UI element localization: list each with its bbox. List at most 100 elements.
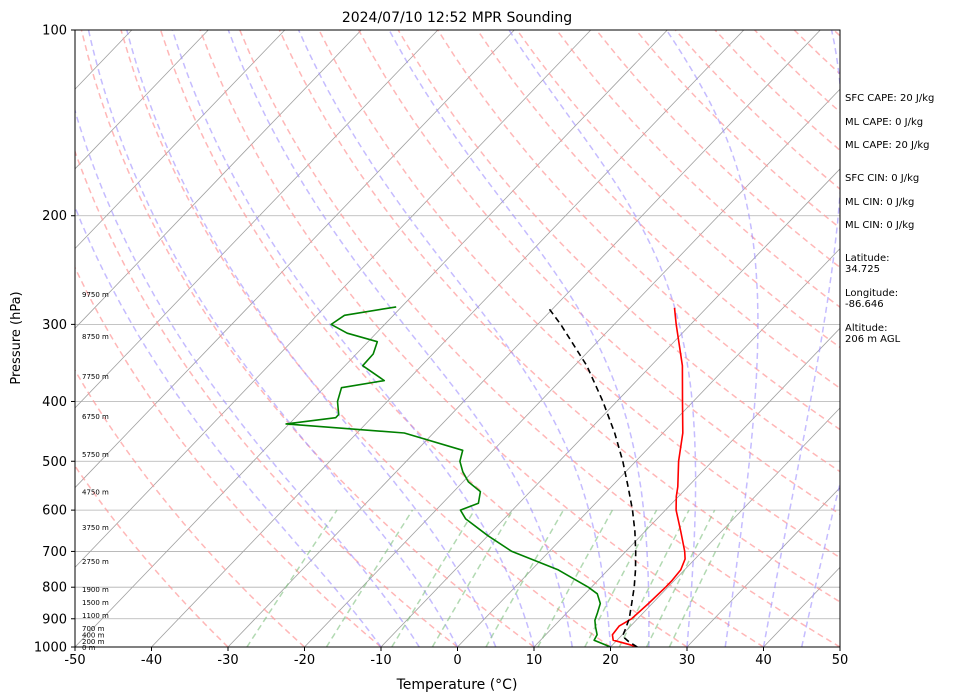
dry-adiabat-line (75, 368, 306, 647)
isotherm-line (533, 327, 840, 647)
mixing-ratio-line (537, 509, 614, 647)
moist-adiabat-line (171, 30, 535, 647)
isotherm-line (75, 30, 515, 489)
x-tick-label: 30 (679, 653, 696, 668)
y-tick-label: 800 (42, 581, 67, 596)
background-lines (75, 30, 840, 647)
y-tick-label: 400 (42, 395, 67, 410)
y-tick-label: 600 (42, 504, 67, 519)
y-tick-label: 300 (42, 318, 67, 333)
dry-adiabat-line (159, 30, 688, 647)
x-tick-label: 20 (602, 653, 619, 668)
dry-adiabat-line (75, 266, 382, 647)
chart-title: 2024/07/10 12:52 MPR Sounding (342, 10, 572, 26)
dry-adiabat-line (556, 30, 840, 309)
height-label: 4750 m (82, 489, 109, 497)
moist-adiabat-line (75, 205, 382, 647)
x-tick-label: -20 (294, 653, 315, 668)
x-tick-label: 50 (832, 653, 849, 668)
dry-adiabat-line (80, 30, 535, 647)
x-tick-label: 40 (755, 653, 772, 668)
dry-adiabat-line (318, 30, 840, 559)
temperature-profile-line (611, 307, 686, 647)
y-tick-label: 200 (42, 209, 67, 224)
moist-adiabat-line (126, 30, 497, 647)
mixing-ratio-line (391, 509, 476, 647)
height-label: 200 m (82, 638, 105, 646)
moist-adiabat-line (508, 30, 697, 647)
moist-adiabat-line (665, 30, 759, 647)
isotherm-line (227, 30, 821, 647)
isotherm-line (75, 30, 209, 170)
isotherm-line (304, 88, 840, 647)
height-label: 6750 m (82, 413, 109, 421)
mixing-ratio-line (645, 509, 716, 647)
isotherm-line (686, 487, 840, 647)
isotherm-line (75, 30, 439, 409)
height-label: 1900 m (82, 586, 109, 594)
dry-adiabat-line (278, 30, 840, 603)
dewpoint-profile-line (285, 306, 611, 647)
y-tick-label: 100 (42, 24, 67, 39)
height-label: 3750 m (82, 524, 109, 532)
moist-adiabat-line (87, 30, 459, 647)
height-label: 1500 m (82, 599, 109, 607)
mixing-ratio-line (325, 509, 414, 647)
index-text: ML CAPE: 20 J/kg (845, 140, 930, 151)
station-info-text: Latitude: 34.725 (845, 253, 890, 275)
mixing-ratio-line (485, 509, 565, 647)
index-text: SFC CAPE: 20 J/kg (845, 93, 935, 104)
height-label: 5750 m (82, 451, 109, 459)
dry-adiabat-line (476, 30, 840, 390)
y-tick-label: 1000 (34, 641, 67, 656)
plot-frame (74, 29, 841, 648)
x-axis-ticks: -50 -40 -30 -20 -10 0 10 20 30 40 50 (64, 647, 848, 668)
x-tick-label: -50 (64, 653, 85, 668)
parcel-profile-line (547, 306, 638, 647)
mixing-ratio-line (618, 509, 690, 647)
index-text: SFC CIN: 0 J/kg (845, 173, 920, 184)
height-label: 8750 m (82, 333, 109, 341)
x-tick-label: -10 (370, 653, 391, 668)
x-tick-label: -30 (217, 653, 238, 668)
moist-adiabat-line (297, 30, 612, 647)
x-axis-label: Temperature (°C) (396, 677, 518, 693)
isotherm-line (151, 30, 745, 647)
height-label: 700 m (82, 625, 105, 633)
isotherm-line (75, 30, 362, 329)
dry-adiabat-line (239, 30, 840, 647)
y-axis-ticks: 1000 900 800 700 600 500 400 300 200 100 (34, 24, 75, 656)
station-info-text: Longitude: -86.646 (845, 288, 899, 310)
x-tick-label: 10 (526, 653, 543, 668)
y-tick-label: 500 (42, 455, 67, 470)
isotherm-line (75, 30, 668, 647)
index-text: ML CIN: 0 J/kg (845, 197, 915, 208)
moist-adiabat-line (227, 30, 574, 647)
x-tick-label: -40 (141, 653, 162, 668)
height-label: 9750 m (82, 291, 109, 299)
x-tick-label: 0 (453, 653, 461, 668)
height-label: 7750 m (82, 373, 109, 381)
height-label: 400 m (82, 631, 105, 639)
y-axis-label: Pressure (hPa) (9, 291, 24, 384)
mixing-ratio-line (584, 509, 658, 647)
moist-adiabat-line (75, 108, 420, 647)
mixing-ratio-line (431, 509, 514, 647)
mixing-ratio-line (668, 509, 737, 647)
isotherm-line (380, 168, 840, 647)
dry-adiabat-line (75, 464, 229, 647)
isotherm-line (75, 30, 286, 250)
station-info-text: Altitude: 206 m AGL (845, 323, 901, 345)
mixing-ratio-line (246, 509, 338, 647)
y-tick-label: 700 (42, 545, 67, 560)
dry-adiabat-line (199, 30, 764, 647)
moist-adiabat-line (762, 30, 840, 647)
dry-adiabat-line (357, 30, 840, 516)
dry-adiabat-line (516, 30, 840, 349)
isotherm-line (75, 30, 592, 568)
height-label: 1100 m (82, 612, 109, 620)
height-label: 0 m (82, 644, 96, 652)
height-label: 2750 m (82, 558, 109, 566)
